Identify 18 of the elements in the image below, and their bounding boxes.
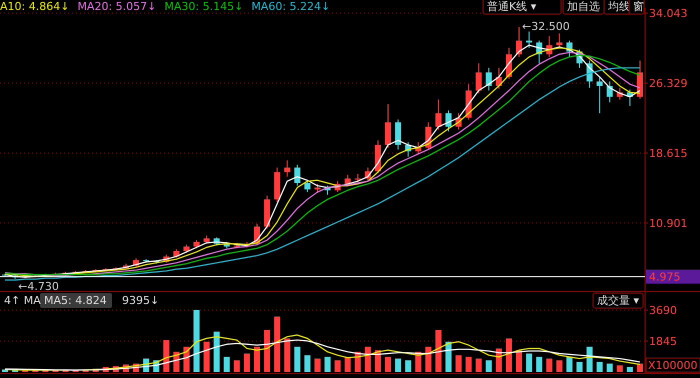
annotation: ←4.730 xyxy=(18,280,59,293)
annotation: 加自选 xyxy=(567,0,600,13)
y-tick-label: 34.043 xyxy=(649,7,688,20)
annotation: 成交量 ▾ xyxy=(596,294,640,307)
ref-line-label: 4.975 xyxy=(649,270,680,284)
annotation: 窗 xyxy=(633,0,644,13)
annotation: ←32.500 xyxy=(522,20,570,34)
y-axis-title: X100000 xyxy=(648,359,698,372)
y-tick-label: 18.615 xyxy=(649,146,688,160)
y-tick-label: 26.329 xyxy=(649,76,688,90)
annotation: MA5: 4.824 xyxy=(44,294,107,307)
y-tick-label: 3690 xyxy=(649,304,677,317)
legend: A10: 4.864↓ MA20: 5.057↓ MA30: 5.145↓ MA60: 5.224↓ xyxy=(0,0,330,13)
y-tick-label: 10.901 xyxy=(649,216,688,230)
annotation: 9395↓ xyxy=(122,294,160,307)
annotation: 4↑ MA xyxy=(4,294,42,307)
annotation: 普通K线 ▾ xyxy=(487,0,537,13)
y-tick-label: 1845 xyxy=(649,334,677,348)
